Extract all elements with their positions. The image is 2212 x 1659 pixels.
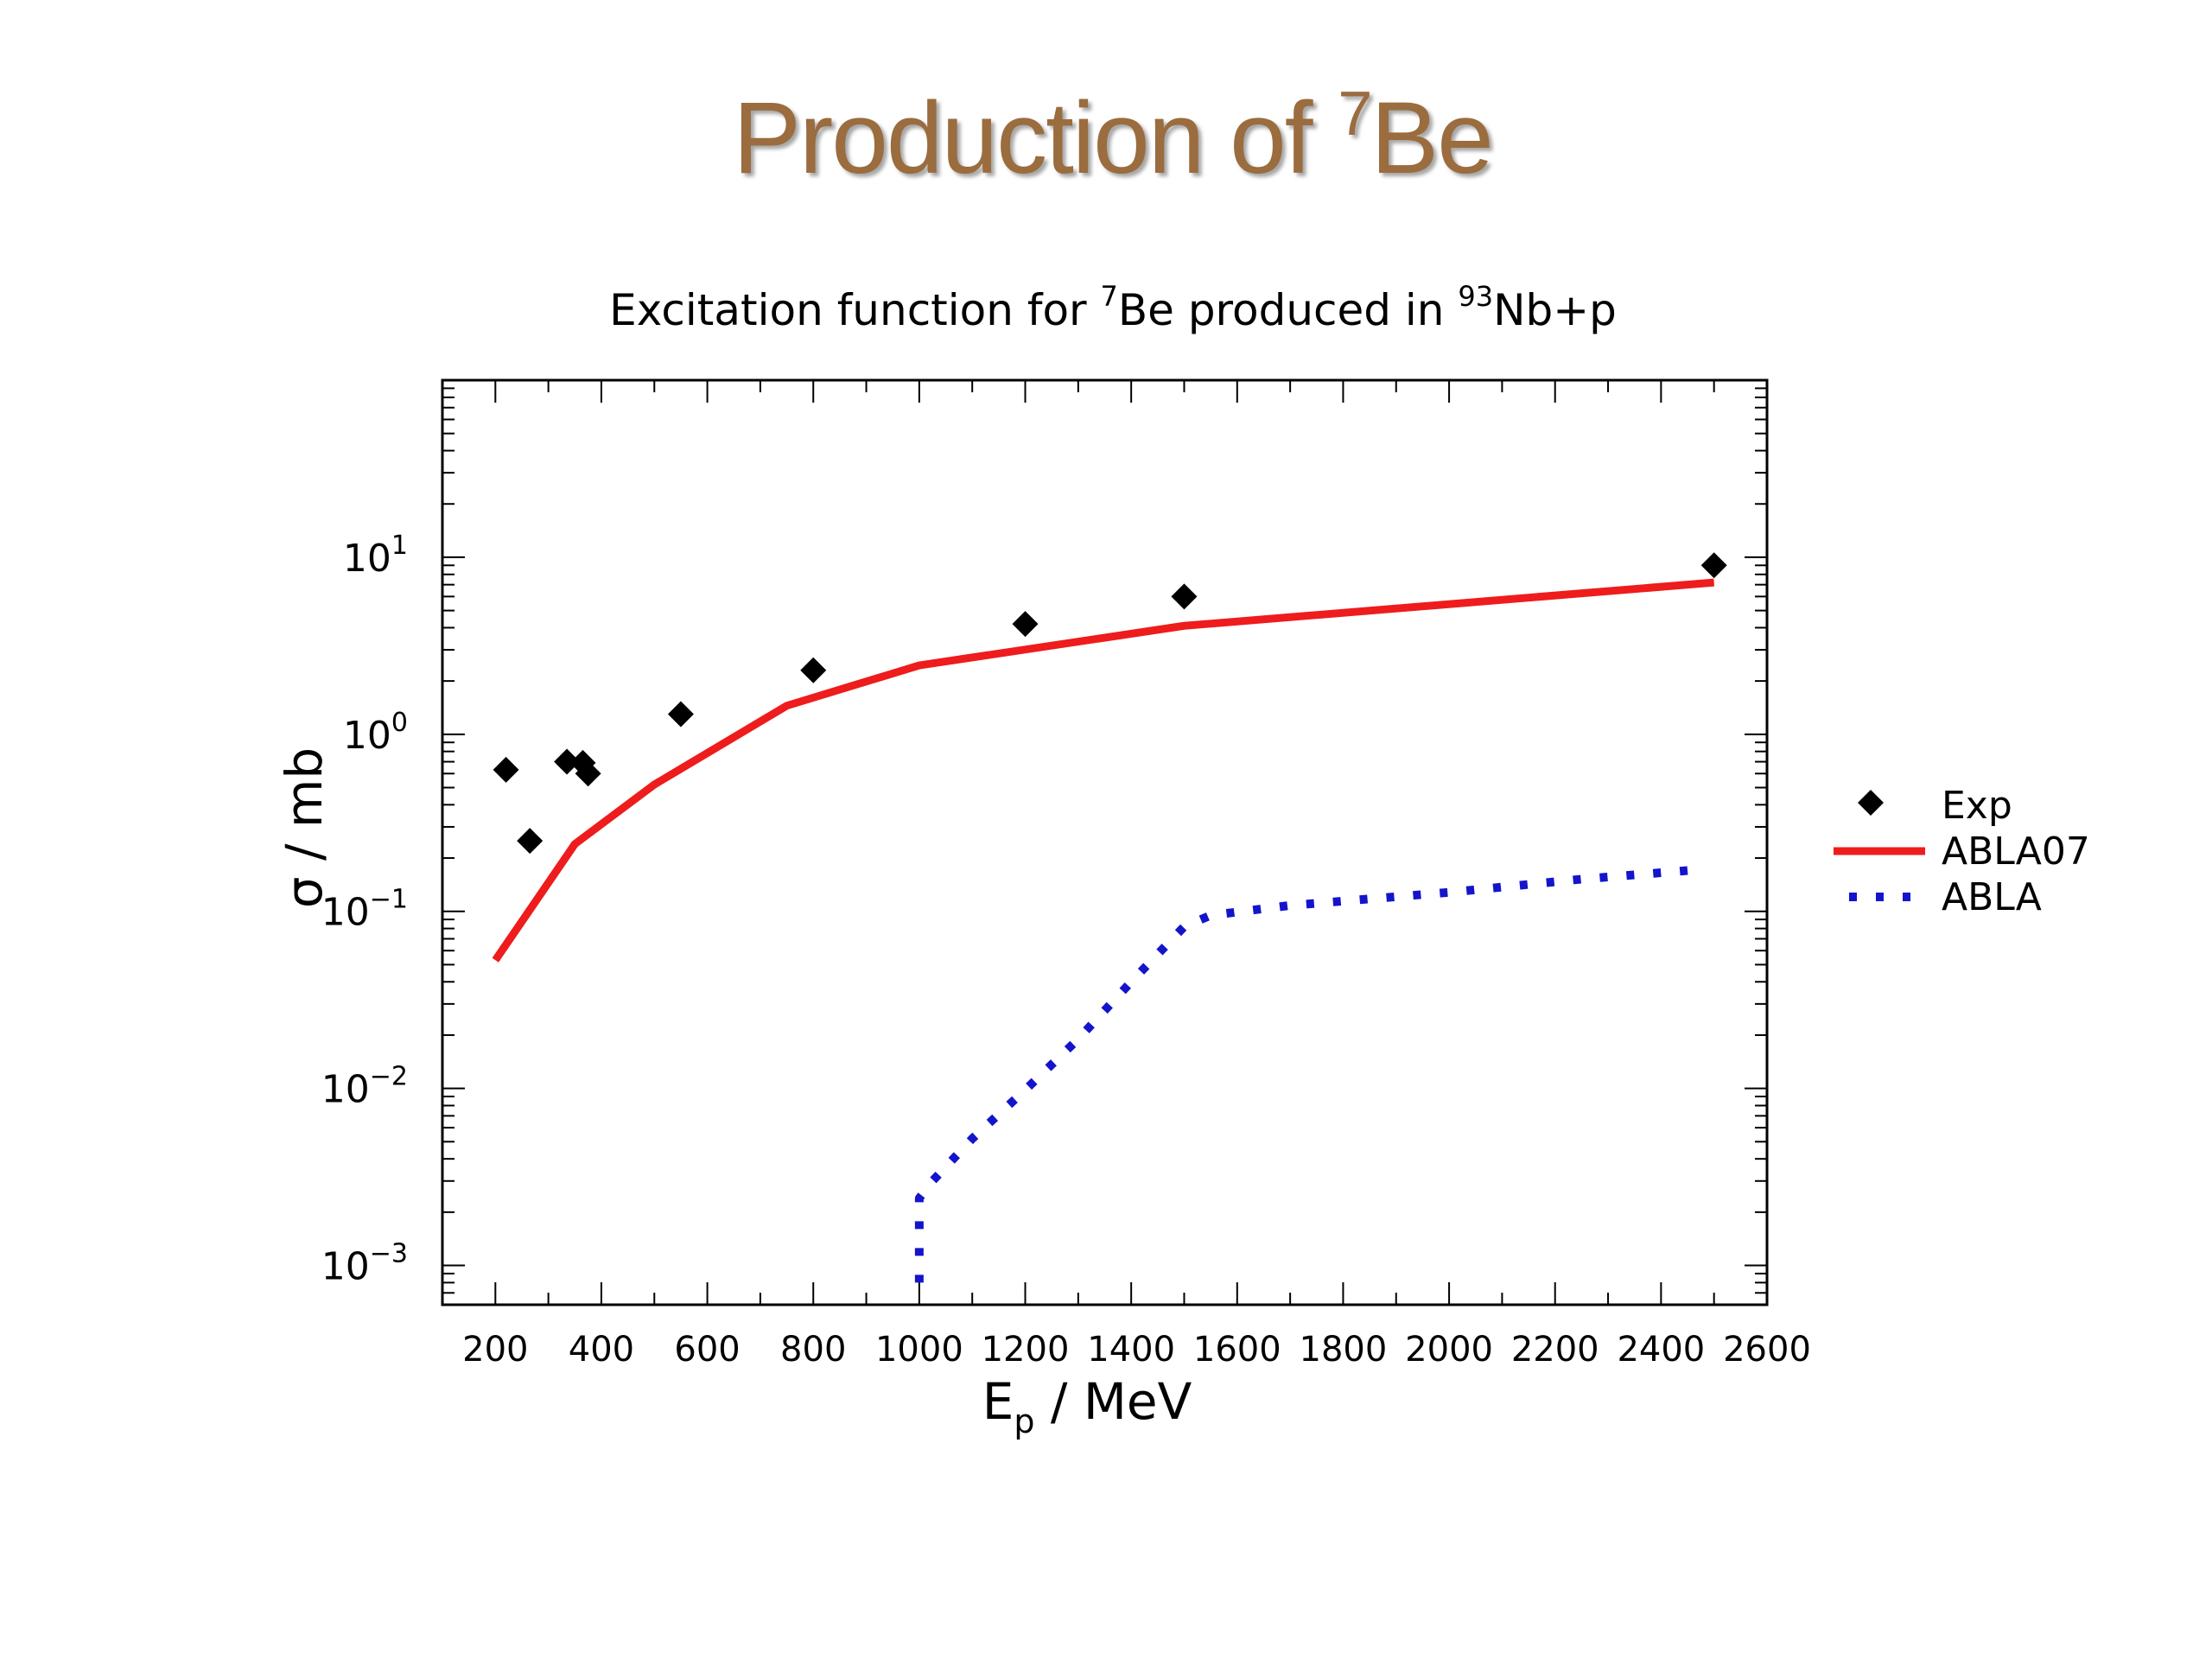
y-tick-base: 10: [343, 714, 391, 758]
chart-title-prefix: Excitation function for: [609, 285, 1100, 335]
x-tick-label: 1400: [1087, 1330, 1175, 1370]
series-line-abla: [914, 866, 1688, 1283]
legend-diamond-marker: [1858, 790, 1884, 816]
y-tick-base: 10: [321, 891, 370, 935]
exp-data-point: [493, 756, 519, 783]
x-tick-label: 2000: [1405, 1330, 1493, 1370]
exp-data-point: [554, 748, 581, 775]
x-axis-label-main: E: [982, 1372, 1014, 1431]
chart-title-suffix: Nb+p: [1493, 285, 1617, 335]
legend-item-exp: Exp: [1858, 784, 2012, 828]
y-tick-base: 10: [321, 1245, 370, 1289]
y-tick-base: 10: [321, 1068, 370, 1112]
y-tick-label: 10−1: [321, 885, 408, 935]
slide-title: Production of 7Be: [0, 82, 2212, 194]
x-axis-label: Ep / MeV: [982, 1372, 1192, 1440]
legend-label-exp: Exp: [1942, 784, 2012, 828]
chart-title-mid: Be produced in: [1118, 285, 1459, 335]
exp-data-point: [800, 657, 827, 683]
y-tick-exponent: 0: [391, 708, 408, 738]
axes-layer: [441, 378, 1769, 1306]
y-tick-label: 101: [343, 531, 408, 581]
x-tick-label: 1000: [875, 1330, 963, 1370]
legend-item-abla: ABLA: [1849, 875, 2042, 919]
ticks-layer: 200 400 600 800 1000 1200 1400 1600 1800 2000 2200…: [321, 380, 1811, 1370]
x-axis-label-rest: / MeV: [1034, 1372, 1192, 1431]
exp-data-point: [1012, 611, 1039, 638]
x-tick-label: 1200: [982, 1330, 1070, 1370]
y-tick-label: 10−2: [321, 1062, 408, 1112]
x-tick-label: 400: [569, 1330, 634, 1370]
legend-label-abla07: ABLA07: [1942, 830, 2090, 874]
y-tick-exponent: 1: [391, 531, 408, 561]
exp-data-point: [1171, 583, 1198, 610]
y-tick-label: 10−3: [321, 1239, 408, 1289]
x-tick-label: 600: [674, 1330, 740, 1370]
chart-title: Excitation function for 7Be produced in …: [609, 280, 1617, 335]
legend: Exp ABLA07 ABLA: [1834, 784, 2090, 919]
x-tick-label: 1800: [1300, 1330, 1388, 1370]
exp-data-point: [1700, 552, 1727, 579]
x-tick-label: 1600: [1193, 1330, 1281, 1370]
y-tick-exponent: −3: [370, 1239, 408, 1269]
exp-data-point: [517, 828, 543, 855]
y-tick-label: 100: [343, 708, 408, 758]
x-tick-label: 2400: [1617, 1330, 1705, 1370]
slide-title-text: Production of: [733, 81, 1338, 195]
x-axis-label-sub: p: [1014, 1402, 1034, 1440]
exp-data-point: [667, 701, 694, 728]
y-axis-label: σ / mb: [275, 747, 334, 909]
y-tick-exponent: −2: [370, 1062, 408, 1092]
chart-title-sup1: 7: [1101, 280, 1118, 313]
slide-title-superscript: 7: [1338, 79, 1372, 149]
series-layer: [492, 552, 1727, 1283]
legend-label-abla: ABLA: [1942, 875, 2042, 919]
legend-item-abla07: ABLA07: [1834, 830, 2090, 874]
x-tick-label: 200: [462, 1330, 528, 1370]
exp-data-point: [575, 760, 601, 787]
plot-frame: [441, 378, 1769, 1306]
y-tick-exponent: −1: [370, 885, 408, 915]
series-line-abla07: [492, 578, 1715, 963]
slide-title-suffix: Be: [1370, 81, 1493, 195]
x-tick-label: 2200: [1511, 1330, 1599, 1370]
y-tick-base: 10: [343, 537, 391, 581]
x-tick-label: 2600: [1723, 1330, 1811, 1370]
chart-title-sup2: 93: [1458, 280, 1493, 313]
x-tick-label: 800: [780, 1330, 846, 1370]
